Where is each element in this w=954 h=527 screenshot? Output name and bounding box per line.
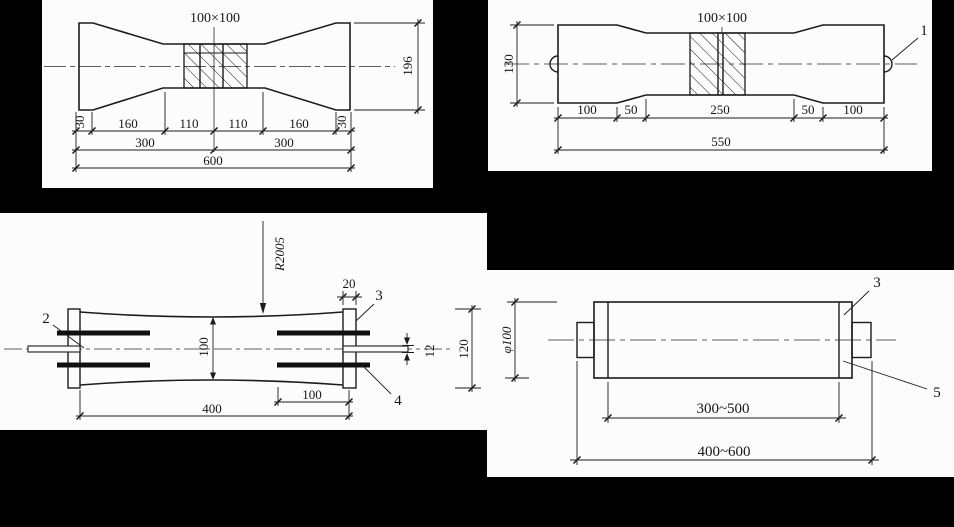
dim-label-130: 130 [501, 54, 516, 74]
dim-label-550: 550 [711, 134, 731, 149]
dim-label-50-left: 50 [625, 102, 638, 117]
dim-label-30-right: 30 [334, 116, 349, 129]
left-anchor-semicircle [549, 55, 559, 73]
specimen-a-outline [78, 22, 351, 111]
panel-bottom-left-curved-specimen: R2005 20 2 3 4 12 [0, 213, 487, 430]
panel-top-left-prism-specimen: 196 30 160 110 110 160 30 300 300 600 10… [42, 0, 433, 188]
dim-label-20: 20 [343, 276, 356, 291]
dim-label-400-600: 400~600 [697, 444, 750, 460]
radius-callout-group: R2005 [259, 221, 287, 314]
prism-specimen-drawing: 196 30 160 110 110 160 30 300 300 600 10… [44, 11, 425, 173]
callout-1-group: 1 [891, 23, 928, 61]
dim-label-250: 250 [710, 102, 730, 117]
dim-label-100-partial: 100 [302, 387, 322, 402]
right-anchor-semicircle [883, 55, 893, 73]
dim-196: 196 [354, 18, 425, 115]
dim-label-120: 120 [456, 339, 471, 359]
cylinder-specimen-drawing: φ100 3 5 300~500 400~600 [499, 275, 941, 465]
callout-label-3-c: 3 [375, 288, 383, 304]
pull-rods [27, 345, 409, 353]
curved-specimen-drawing: R2005 20 2 3 4 12 [4, 221, 481, 421]
embedded-bars [57, 330, 370, 368]
callout-label-5: 5 [933, 385, 941, 401]
section-size-label-b: 100×100 [697, 11, 747, 26]
dim-label-12: 12 [422, 345, 437, 358]
callout-3-group-d: 3 [843, 275, 881, 316]
panel-top-right-dumbbell-specimen: 130 1 100 50 250 50 100 550 100×100 [488, 0, 932, 171]
specimen-b-outline [549, 24, 893, 104]
dim-label-110-right: 110 [228, 116, 247, 131]
callout-label-3-d: 3 [873, 275, 881, 291]
dim-label-30-left: 30 [72, 116, 87, 129]
dims-bottom-c: 100 400 [75, 387, 354, 421]
dim-phi100: φ100 [499, 297, 557, 383]
callout-label-1: 1 [920, 23, 928, 39]
dim-12-rod: 12 [402, 333, 437, 365]
dim-label-400: 400 [202, 401, 222, 416]
dim-20: 20 [337, 276, 362, 305]
dim-label-phi100: φ100 [499, 326, 514, 353]
hatched-test-section-b [689, 32, 746, 96]
dims-bottom-d: 300~500 400~600 [570, 361, 879, 465]
dim-label-196: 196 [400, 56, 415, 76]
dim-label-160-left: 160 [118, 116, 138, 131]
callout-4-group: 4 [361, 364, 402, 409]
callout-label-2: 2 [42, 311, 50, 327]
dim-130: 130 [501, 20, 554, 108]
dim-label-160-right: 160 [289, 116, 309, 131]
dim-100-mid-height: 100 [196, 317, 216, 380]
callout-label-4: 4 [394, 393, 402, 409]
dim-label-300-left: 300 [135, 135, 155, 150]
dumbbell-specimen-drawing: 130 1 100 50 250 50 100 550 100×100 [501, 11, 928, 155]
dim-label-100-right: 100 [843, 102, 863, 117]
dim-label-110-left: 110 [179, 116, 198, 131]
callout-2-group: 2 [42, 311, 85, 349]
dim-label-300-500: 300~500 [696, 401, 749, 417]
callout-3-group-c: 3 [355, 288, 383, 322]
dim-120: 120 [455, 304, 481, 393]
dim-label-50-right: 50 [802, 102, 815, 117]
radius-label: R2005 [272, 237, 287, 272]
dim-label-100-left: 100 [577, 102, 597, 117]
dims-bottom-a: 30 160 110 110 160 30 300 300 600 [71, 92, 356, 173]
dim-label-300-right: 300 [274, 135, 294, 150]
section-size-label-a: 100×100 [190, 11, 240, 26]
top-curve [79, 311, 344, 318]
bottom-curve [79, 379, 344, 386]
dim-label-600: 600 [203, 153, 223, 168]
dims-bottom-b: 100 50 250 50 100 550 [553, 99, 889, 155]
callout-5-group: 5 [842, 360, 941, 401]
panel-bottom-right-cylinder-specimen: φ100 3 5 300~500 400~600 [487, 270, 954, 477]
dim-label-100-mid: 100 [196, 337, 211, 357]
hatched-test-section-a [183, 43, 248, 89]
